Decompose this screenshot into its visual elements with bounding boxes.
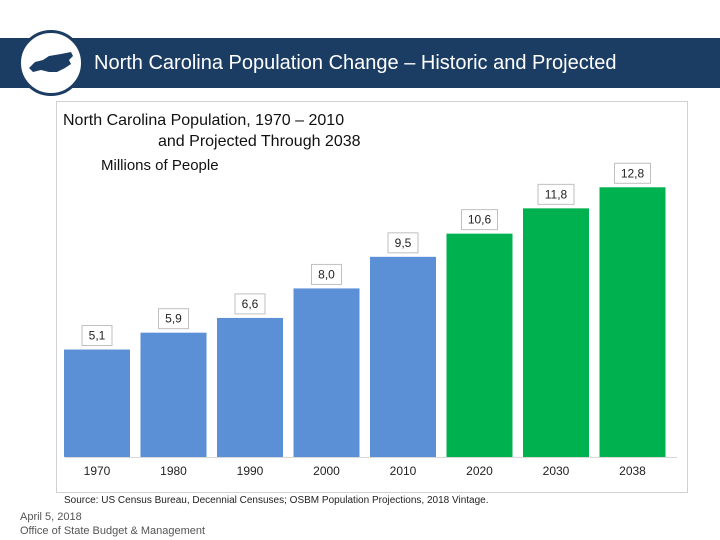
x-tick-label-2030: 2030: [543, 464, 570, 478]
bar-1990: [217, 317, 283, 457]
data-label-text: 6,6: [242, 297, 259, 311]
data-label-text: 10,6: [468, 213, 492, 227]
nc-map-icon: [29, 52, 73, 72]
chart-title-line2: and Projected Through 2038: [158, 133, 361, 150]
x-tick-label-2038: 2038: [619, 464, 646, 478]
data-label-text: 9,5: [395, 236, 412, 250]
chart-title-line1: North Carolina Population, 1970 – 2010: [63, 112, 345, 129]
data-label-text: 11,8: [545, 187, 568, 201]
bar-2020: [446, 233, 513, 457]
data-label-2010: 9,5: [387, 232, 419, 254]
y-axis-unit-label: Millions of People: [101, 157, 219, 174]
bar-chart: 5,1 1970 5,9 1980 6,6 1990 8,0 2000 9,5 2010 10,6 2…: [64, 162, 677, 478]
bar-1980: [140, 332, 207, 457]
page-title: North Carolina Population Change – Histo…: [94, 52, 617, 74]
data-label-text: 5,1: [89, 329, 106, 343]
source-note: Source: US Census Bureau, Decennial Cens…: [64, 495, 489, 506]
x-tick-label-2020: 2020: [466, 464, 493, 478]
x-tick-label-2000: 2000: [313, 464, 340, 478]
x-tick-label-1990: 1990: [237, 464, 264, 478]
x-tick-label-1980: 1980: [160, 464, 187, 478]
chart-panel: North Carolina Population, 1970 – 2010 a…: [56, 101, 688, 493]
header-banner: North Carolina Population Change – Histo…: [0, 38, 720, 88]
data-label-box: [614, 162, 651, 184]
data-label-text: 5,9: [165, 312, 182, 326]
bar-1970: [64, 349, 130, 457]
chart-title: North Carolina Population, 1970 – 2010 a…: [63, 110, 361, 152]
bar-2038: [599, 187, 666, 457]
footer-org: Office of State Budget & Management: [20, 525, 206, 537]
data-label-2038: 12,8: [614, 162, 651, 184]
data-label-box: [311, 263, 342, 285]
bar-2000: [293, 288, 360, 457]
data-label-box: [234, 293, 266, 315]
data-label-box: [81, 325, 113, 347]
footer-date: April 5, 2018: [20, 511, 82, 523]
footer: April 5, 2018 Office of State Budget & M…: [20, 510, 205, 538]
data-label-1970: 5,1: [81, 325, 113, 347]
bar-2010: [370, 256, 436, 457]
data-label-box: [387, 232, 419, 254]
x-tick-label-1970: 1970: [84, 464, 111, 478]
data-label-1980: 5,9: [158, 308, 189, 330]
data-label-text: 8,0: [318, 267, 335, 281]
bar-2030: [523, 208, 589, 457]
data-label-1990: 6,6: [234, 293, 266, 315]
data-label-2030: 11,8: [537, 183, 575, 205]
data-label-box: [158, 308, 189, 330]
data-label-box: [537, 183, 575, 205]
data-label-2000: 8,0: [311, 263, 342, 285]
x-tick-label-2010: 2010: [390, 464, 417, 478]
data-label-2020: 10,6: [461, 209, 498, 231]
data-label-text: 12,8: [621, 166, 645, 180]
nc-state-logo: [18, 30, 84, 96]
data-label-box: [461, 209, 498, 231]
